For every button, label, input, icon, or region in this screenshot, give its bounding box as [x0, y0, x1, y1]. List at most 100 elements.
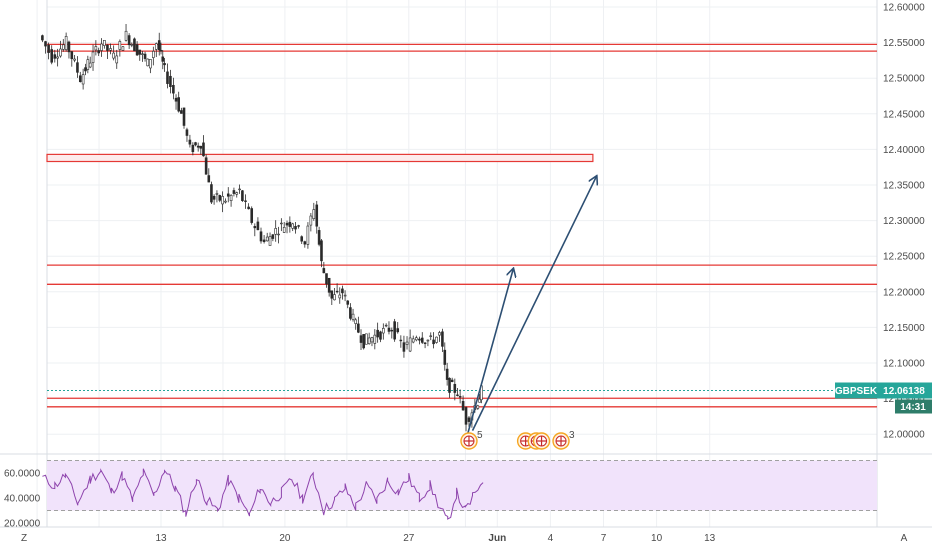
candle-body	[88, 62, 92, 68]
candle-body	[73, 58, 76, 61]
symbol-tag-text: GBPSEK	[835, 386, 878, 397]
candle-body	[70, 51, 74, 60]
candle-body	[458, 396, 462, 398]
rsi-line	[42, 468, 484, 520]
time-tick-label: 10	[651, 533, 663, 544]
candle-body	[405, 341, 409, 345]
candle-body	[174, 97, 178, 102]
symbol-tag	[835, 382, 877, 399]
candle-body	[285, 222, 289, 226]
candle-body	[97, 50, 100, 54]
candle-body	[402, 342, 406, 352]
candle-body	[320, 240, 323, 262]
candle-body	[476, 405, 480, 409]
candle-body	[393, 321, 396, 340]
candle-body	[229, 194, 233, 201]
candle-body	[207, 175, 211, 183]
candle-body	[373, 334, 377, 344]
candle-body	[191, 144, 195, 153]
candle-body	[146, 58, 150, 67]
candle-body	[182, 107, 186, 126]
candle-body	[274, 228, 277, 235]
candle-body	[294, 225, 297, 230]
candle-body	[41, 35, 44, 41]
candle-body	[109, 48, 112, 51]
candle-body	[370, 337, 374, 343]
time-tick-label: 20	[279, 533, 291, 544]
candle-body	[256, 221, 260, 231]
time-tick-label: 13	[704, 533, 716, 544]
countdown-tag	[895, 399, 932, 414]
candle-body	[450, 379, 454, 383]
candle-body	[438, 332, 441, 336]
candle-body	[367, 337, 371, 345]
time-tick-label: 13	[155, 533, 167, 544]
price-tick-label: 12.35000	[883, 181, 925, 192]
rsi-tick-label: 60.0000	[4, 469, 41, 480]
price-tick-label: 12.25000	[883, 252, 925, 263]
candle-body	[64, 36, 68, 50]
last-price-tag	[877, 382, 932, 399]
candle-body	[330, 290, 334, 299]
candle-body	[253, 226, 257, 229]
projection-arrow-0[interactable]	[466, 269, 513, 436]
candle-body	[47, 44, 50, 53]
candle-body	[478, 398, 481, 403]
candle-body	[357, 323, 360, 333]
candle-body	[133, 38, 136, 52]
candle-body	[359, 335, 363, 343]
zoom-toggle: Z	[21, 533, 27, 544]
candle-body	[461, 401, 465, 411]
candle-body	[448, 377, 451, 393]
candle-body	[188, 139, 192, 145]
candle-body	[100, 43, 103, 51]
candle-body	[226, 193, 230, 197]
candle-body	[343, 294, 347, 297]
candle-body	[291, 223, 294, 229]
candle-body	[91, 51, 95, 63]
candle-body	[221, 196, 224, 205]
candle-body	[130, 44, 134, 46]
price-tick-label: 12.00000	[883, 430, 925, 441]
candle-body	[382, 328, 385, 334]
candle-body	[86, 59, 90, 70]
candle-body	[379, 331, 382, 340]
candle-body	[288, 221, 292, 227]
candle-body	[44, 41, 47, 47]
price-tick-label: 12.45000	[883, 109, 925, 120]
candle-body	[262, 239, 266, 242]
time-tick-label: 4	[548, 533, 554, 544]
candle-body	[418, 338, 421, 341]
candle-body	[121, 46, 125, 51]
candle-body	[204, 157, 208, 175]
level-box[interactable]	[46, 153, 594, 163]
countdown-tag-text: 14:31	[900, 402, 926, 413]
event-count: 5	[477, 430, 483, 441]
candle-body	[215, 193, 219, 195]
candle-body	[351, 313, 355, 320]
candle-body	[135, 44, 139, 56]
candle-body	[362, 334, 365, 349]
candles-group	[41, 24, 483, 432]
candle-body	[408, 337, 412, 352]
candle-body	[265, 236, 269, 242]
candle-body	[315, 204, 319, 227]
candle-body	[199, 145, 203, 149]
candle-body	[127, 35, 131, 46]
candle-body	[163, 63, 166, 66]
candle-body	[384, 324, 388, 327]
candle-body	[76, 62, 79, 73]
projection-arrow-1[interactable]	[471, 176, 597, 431]
candle-body	[467, 417, 471, 422]
price-tick-label: 12.50000	[883, 74, 925, 85]
candle-body	[341, 288, 344, 294]
candle-body	[432, 339, 435, 345]
candle-body	[306, 225, 310, 245]
candle-body	[180, 110, 183, 114]
candle-body	[56, 56, 59, 59]
candle-body	[53, 54, 57, 59]
candle-body	[157, 40, 161, 51]
